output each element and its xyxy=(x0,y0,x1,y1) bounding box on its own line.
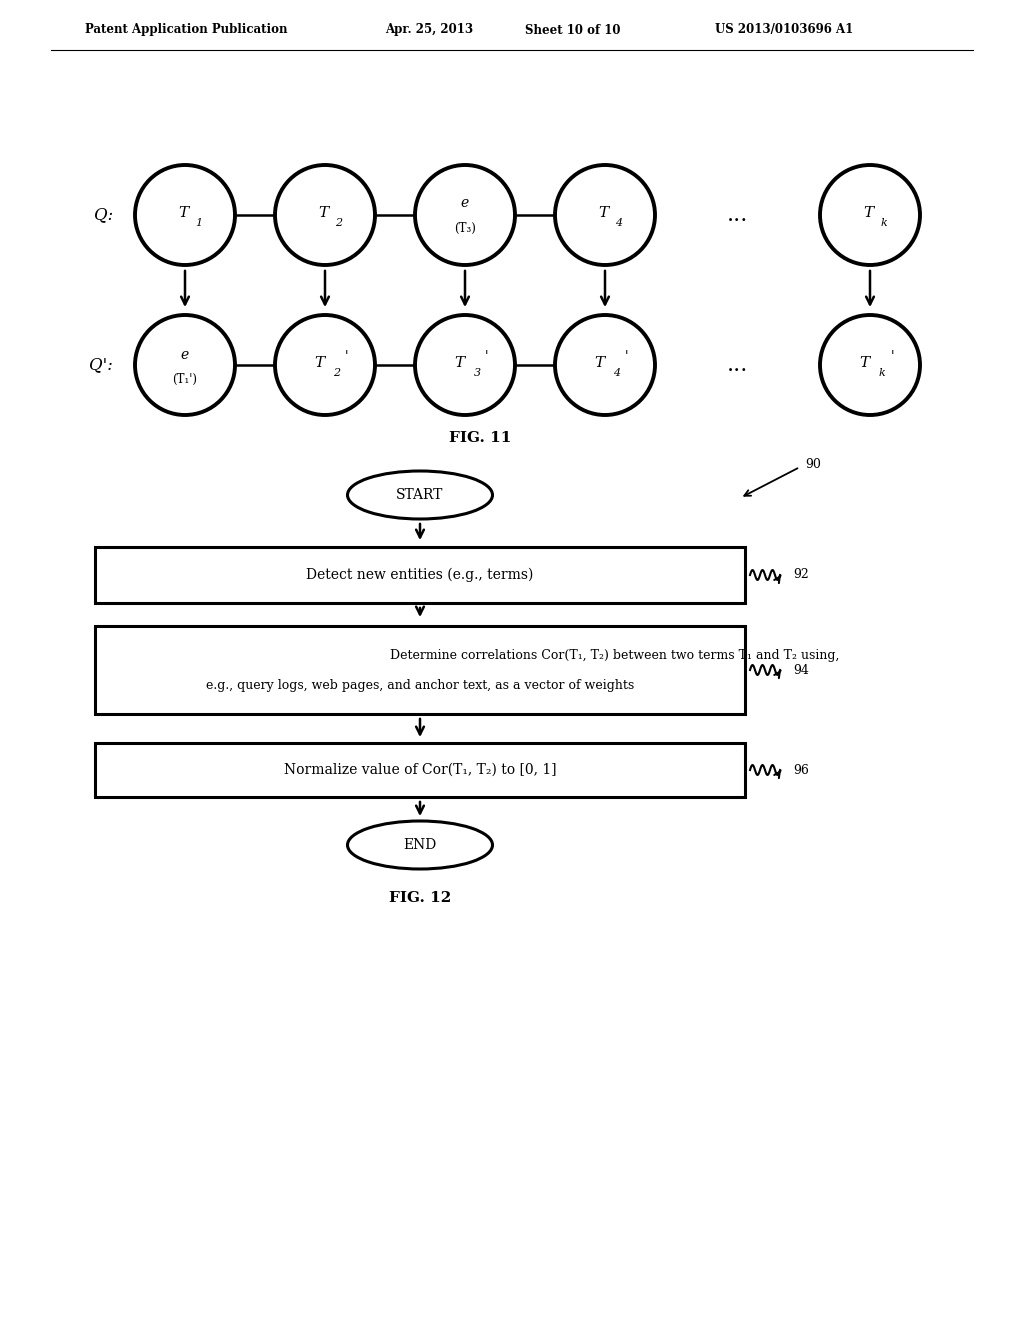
Text: Apr. 25, 2013: Apr. 25, 2013 xyxy=(385,24,473,37)
Text: 92: 92 xyxy=(793,569,809,582)
Text: ': ' xyxy=(626,351,629,363)
Text: T: T xyxy=(863,206,873,220)
Circle shape xyxy=(135,165,234,265)
Text: ': ' xyxy=(485,351,488,363)
Text: T: T xyxy=(859,356,869,370)
Circle shape xyxy=(275,165,375,265)
Text: T: T xyxy=(178,206,188,220)
Circle shape xyxy=(415,315,515,414)
Text: k: k xyxy=(879,368,886,378)
Circle shape xyxy=(820,165,920,265)
Text: FIG. 11: FIG. 11 xyxy=(449,432,511,445)
Text: 96: 96 xyxy=(793,763,809,776)
FancyBboxPatch shape xyxy=(95,546,745,603)
Circle shape xyxy=(555,165,655,265)
Ellipse shape xyxy=(347,821,493,869)
Text: Determine correlations Cor(T₁, T₂) between two terms T₁ and T₂ using,: Determine correlations Cor(T₁, T₂) betwe… xyxy=(390,648,840,661)
Text: k: k xyxy=(881,218,888,228)
Text: ...: ... xyxy=(727,205,749,226)
Text: (T₃): (T₃) xyxy=(454,222,476,235)
Text: 4: 4 xyxy=(615,218,623,228)
Text: 4: 4 xyxy=(613,368,621,378)
Text: e.g., query logs, web pages, and anchor text, as a vector of weights: e.g., query logs, web pages, and anchor … xyxy=(206,678,634,692)
Text: END: END xyxy=(403,838,436,851)
Text: ': ' xyxy=(890,351,894,363)
Text: Q:: Q: xyxy=(94,206,113,223)
Text: 2: 2 xyxy=(336,218,343,228)
Text: 2: 2 xyxy=(334,368,341,378)
Ellipse shape xyxy=(347,471,493,519)
Circle shape xyxy=(415,165,515,265)
FancyBboxPatch shape xyxy=(95,743,745,797)
Circle shape xyxy=(275,315,375,414)
Text: ': ' xyxy=(345,351,349,363)
Circle shape xyxy=(555,315,655,414)
Text: T: T xyxy=(454,356,464,370)
Text: 3: 3 xyxy=(473,368,480,378)
Text: ...: ... xyxy=(727,354,749,376)
Text: e: e xyxy=(181,348,189,362)
Text: Detect new entities (e.g., terms): Detect new entities (e.g., terms) xyxy=(306,568,534,582)
Text: Patent Application Publication: Patent Application Publication xyxy=(85,24,288,37)
Text: Normalize value of Cor(T₁, T₂) to [0, 1]: Normalize value of Cor(T₁, T₂) to [0, 1] xyxy=(284,763,556,777)
Text: e: e xyxy=(461,195,469,210)
Text: T: T xyxy=(314,356,324,370)
Text: US 2013/0103696 A1: US 2013/0103696 A1 xyxy=(715,24,853,37)
Text: 90: 90 xyxy=(805,458,821,471)
Circle shape xyxy=(135,315,234,414)
Text: T: T xyxy=(598,206,608,220)
Text: T: T xyxy=(317,206,328,220)
FancyBboxPatch shape xyxy=(95,626,745,714)
Text: Q':: Q': xyxy=(89,356,113,374)
Text: START: START xyxy=(396,488,443,502)
Text: FIG. 12: FIG. 12 xyxy=(389,891,452,906)
Circle shape xyxy=(820,315,920,414)
Text: 94: 94 xyxy=(793,664,809,676)
Text: 1: 1 xyxy=(196,218,203,228)
Text: (T₁'): (T₁') xyxy=(172,372,198,385)
Text: T: T xyxy=(594,356,604,370)
Text: Sheet 10 of 10: Sheet 10 of 10 xyxy=(525,24,621,37)
